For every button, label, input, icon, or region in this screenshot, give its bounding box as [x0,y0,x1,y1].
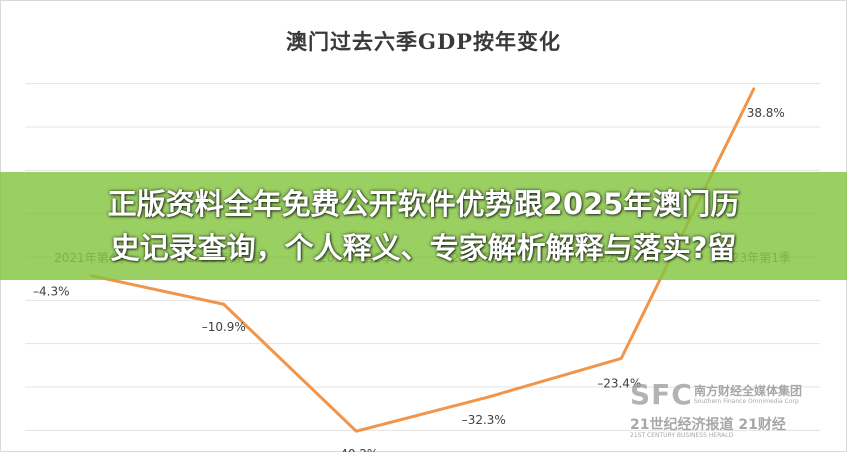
data-label: 38.8% [747,106,785,120]
chart-title: 澳门过去六季GDP按年变化 [286,29,561,54]
overlay-banner-line-2: 史记录查询，个人释义、专家解析解释与落实?留 [110,231,737,265]
series-line [89,87,756,433]
watermark-line-2: 21ST CENTURY BUSINESS HERALD [630,432,734,439]
data-label: –32.3% [462,413,506,427]
data-label: –10.9% [202,320,246,334]
watermark-line-1: 21世纪经济报道 21财经 [630,417,786,433]
data-label: –4.3% [33,285,70,299]
watermark-name: 南方财经全媒体集团 [694,384,803,398]
data-label: –40.2% [334,447,378,452]
overlay-banner-text: 正版资料全年免费公开软件优势跟2025年澳门历 史记录查询，个人释义、专家解析解… [0,182,847,270]
publisher-watermark: SFC 南方财经全媒体集团 Southern Finance Omnimedia… [630,378,830,444]
overlay-banner [0,172,847,280]
overlay-banner-line-1: 正版资料全年免费公开软件优势跟2025年澳门历 [107,187,740,221]
data-label: –23.4% [597,376,641,390]
watermark-logo: SFC [630,378,693,411]
watermark-sub: Southern Finance Omnimedia Corp [694,398,799,405]
